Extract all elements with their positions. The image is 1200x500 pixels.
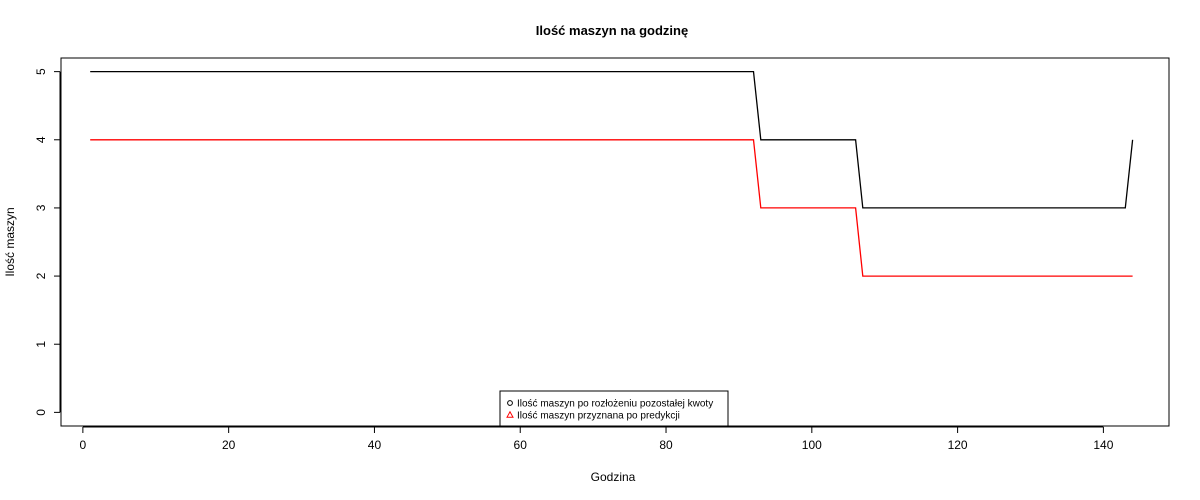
y-tick-label: 0 bbox=[34, 409, 48, 416]
x-axis: 0 20 40 60 80 100 120 140 bbox=[80, 426, 1114, 452]
x-tick-label: 0 bbox=[80, 438, 87, 452]
y-axis-label: Ilość maszyn bbox=[3, 207, 17, 276]
chart-title: Ilość maszyn na godzinę bbox=[536, 23, 688, 38]
x-tick-label: 140 bbox=[1093, 438, 1113, 452]
legend-circle-marker bbox=[507, 400, 513, 406]
legend-triangle-marker bbox=[506, 410, 514, 418]
x-tick-label: 80 bbox=[659, 438, 673, 452]
x-tick-label: 100 bbox=[802, 438, 822, 452]
y-tick-label: 3 bbox=[34, 204, 48, 211]
plot-frame bbox=[60, 57, 1170, 427]
x-tick-label: 120 bbox=[948, 438, 968, 452]
x-tick-label: 60 bbox=[514, 438, 528, 452]
legend-label: Ilość maszyn przyznana po predykcji bbox=[517, 411, 680, 422]
x-tick-label: 20 bbox=[222, 438, 236, 452]
x-tick-label: 40 bbox=[368, 438, 382, 452]
series-layer bbox=[90, 70, 1134, 277]
series-line-1 bbox=[90, 70, 1134, 209]
y-axis: 0 1 2 3 4 5 bbox=[34, 68, 61, 416]
legend-box bbox=[499, 390, 729, 427]
series-line-2 bbox=[90, 139, 1133, 277]
x-axis-label: Godzina bbox=[591, 470, 636, 484]
legend-label: Ilość maszyn po rozłożeniu pozostałej kw… bbox=[517, 399, 713, 410]
y-tick-label: 2 bbox=[34, 272, 48, 279]
y-tick-label: 4 bbox=[34, 136, 48, 143]
y-tick-label: 1 bbox=[34, 341, 48, 348]
legend: Ilość maszyn po rozłożeniu pozostałej kw… bbox=[499, 390, 729, 427]
y-tick-label: 5 bbox=[34, 68, 48, 75]
